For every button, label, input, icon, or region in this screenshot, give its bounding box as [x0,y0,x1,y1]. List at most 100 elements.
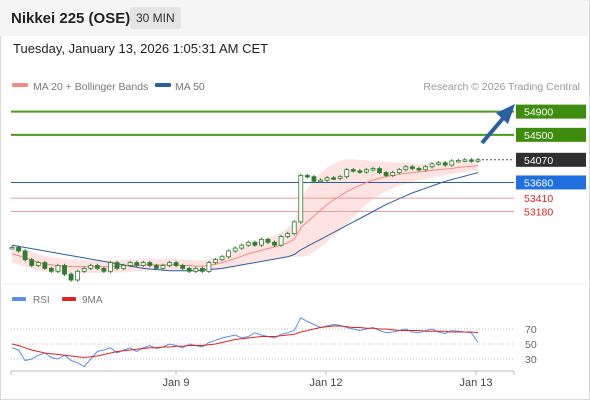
rsi-legend-swatch [12,297,26,301]
candle-body [304,175,310,178]
candle-body [259,238,264,246]
x-tick-label: Jan 9 [163,377,190,389]
candle-body [121,265,126,269]
ma50-line [11,172,479,272]
candle-body [475,159,481,162]
candle-body [370,168,376,171]
candle-body [265,238,271,243]
candle-body [108,262,113,272]
rsi-tick-label: 30 [525,354,537,366]
rsi-tick-label: 50 [525,339,537,351]
candle-body [16,247,21,252]
rsi-legend-label: RSI [33,295,50,306]
candle-body [396,169,402,173]
candle-body [48,267,54,272]
candle-body [88,265,94,269]
forecast-arrow-shaft [480,114,507,145]
candle-body [219,256,225,261]
ma9-legend-swatch [62,297,76,301]
rsi-tick-label: 70 [525,324,537,336]
candle-body [344,169,350,178]
ma50-legend-label: MA 50 [175,81,205,93]
candle-body [350,169,356,172]
ma20-legend-label: MA 20 + Bollinger Bands [33,81,148,93]
candle-body [390,172,396,176]
level-box-54070 [516,152,586,167]
candle-body [147,262,153,266]
candle-body [423,166,428,171]
x-tick-label: Jan 13 [459,377,492,389]
candle-body [364,169,369,173]
candle-body [449,160,455,166]
ma20-legend-swatch [12,83,28,87]
candle-body [239,244,245,249]
ma9-legend-label: 9MA [82,295,103,306]
candle-body [35,262,41,266]
level-box-53680 [516,175,586,190]
level-box-54900 [516,104,586,119]
chart-header: Nikkei 225 (OSE) 30 MIN [0,0,588,36]
candle-body [324,177,330,181]
level-label-53410: 53410 [524,193,553,205]
candle-body [318,179,323,183]
credit-label: Research © 2026 Trading Central [423,81,580,93]
level-label-54500: 54500 [524,130,553,142]
candle-body [29,259,35,266]
rsi-ma9-line [11,325,479,359]
candle-body [213,259,218,263]
candle-body [357,170,363,173]
candle-body [206,262,212,272]
candle-body [167,262,172,266]
candle-body [462,159,468,162]
candle-body [291,221,297,234]
candle-body [173,262,179,266]
candle-body [469,159,474,162]
candle-body [42,262,48,269]
candle-body [94,265,100,269]
ma50-legend-swatch [155,83,171,87]
candle-body [331,177,337,180]
rsi-panel: 70 50 30 [11,317,537,368]
level-label-54900: 54900 [524,107,553,119]
candle-body [252,241,258,246]
candle-body [127,262,133,266]
candle-body [383,172,389,176]
candle-body [55,265,61,272]
x-axis: Jan 9 Jan 12 Jan 13 [10,371,515,389]
candle-body [245,241,251,246]
candle-body [9,247,15,250]
candle-body [409,166,415,169]
candle-body [140,262,146,266]
candle-body [232,247,238,252]
level-label-54070: 54070 [524,155,553,167]
candle-body [226,250,231,258]
level-label-53680: 53680 [524,177,553,189]
candle-body [81,267,87,272]
candle-body [429,163,435,168]
candle-body [337,176,343,179]
candle-body [101,267,107,272]
candle-body [75,270,81,281]
timestamp: Tuesday, January 13, 2026 1:05:31 AM CET [13,41,269,56]
candle-body [272,241,277,246]
candle-body [278,236,284,246]
instrument-title: Nikkei 225 (OSE) [11,10,131,27]
candle-body [68,273,74,281]
candle-body [62,265,67,275]
candle-body [134,262,140,266]
candle-body [311,176,317,182]
forecast-arrow-head [496,104,515,124]
level-box-54500 [516,127,586,142]
candle-body [455,159,461,163]
candle-body [442,162,448,166]
candle-body [153,265,159,269]
interval-badge[interactable]: 30 MIN [130,7,181,29]
candle-body [180,265,186,269]
candle-body [436,162,442,165]
candle-body [199,267,205,272]
candle-body [403,166,409,171]
candle-body [298,175,304,223]
